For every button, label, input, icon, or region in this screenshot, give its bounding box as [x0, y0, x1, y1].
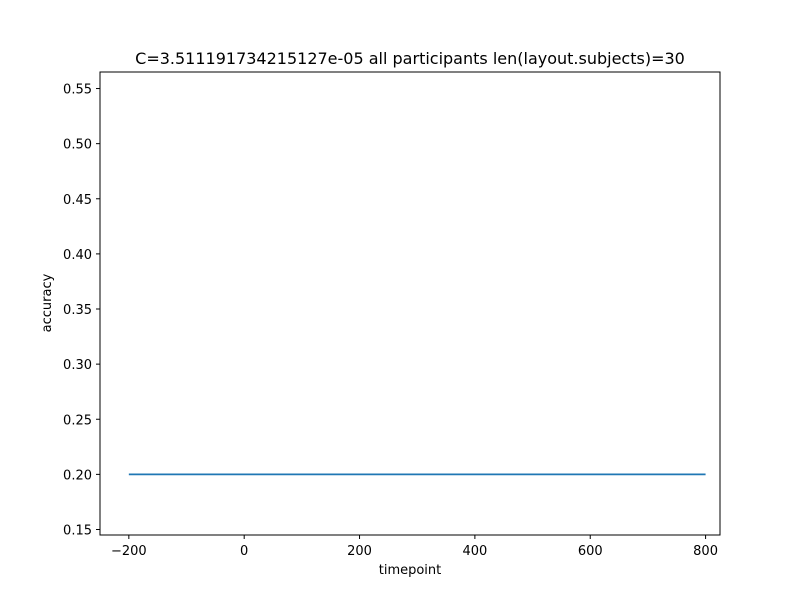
x-tick-label: 600 [578, 544, 603, 559]
x-tick-label: −200 [111, 544, 147, 559]
x-axis: −200 0 200 400 600 800 [111, 535, 718, 559]
y-tick-label: 0.50 [63, 138, 92, 153]
x-tick-label: 800 [693, 544, 718, 559]
x-tick-label: 200 [347, 544, 372, 559]
y-axis: 0.15 0.20 0.25 0.30 0.35 0.40 0.45 0.50 0.55 [63, 83, 100, 538]
y-tick-label: 0.35 [63, 303, 92, 318]
y-axis-label: accuracy [40, 273, 55, 332]
chart-title: C=3.511191734215127e-05 all participants… [135, 49, 685, 68]
y-tick-label: 0.40 [63, 248, 92, 263]
x-tick-label: 0 [240, 544, 248, 559]
y-tick-label: 0.25 [63, 413, 92, 428]
plot-area [99, 71, 721, 536]
y-tick-label: 0.20 [63, 468, 92, 483]
y-tick-label: 0.30 [63, 358, 92, 373]
x-axis-label: timepoint [379, 563, 442, 578]
y-tick-label: 0.15 [63, 523, 92, 538]
y-tick-label: 0.45 [63, 193, 92, 208]
x-tick-label: 400 [462, 544, 487, 559]
y-tick-label: 0.55 [63, 83, 92, 98]
